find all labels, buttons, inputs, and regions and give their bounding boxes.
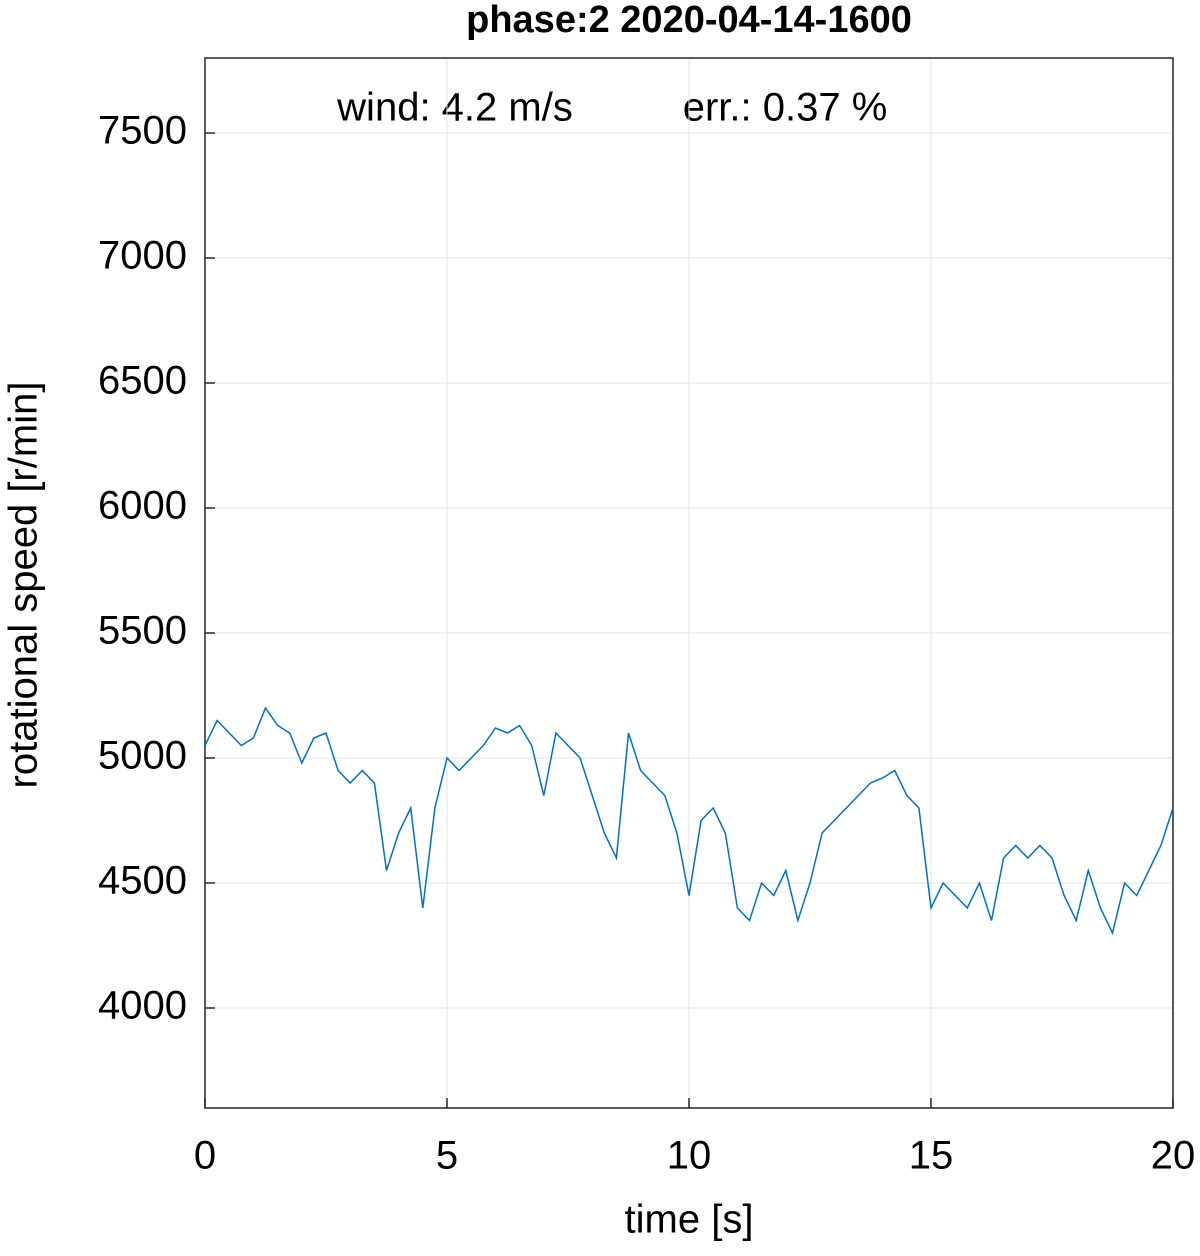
y-tick-label: 4000	[98, 984, 187, 1028]
plot-frame	[204, 57, 1174, 1109]
y-tick-label: 6500	[98, 359, 187, 403]
chart-title: phase:2 2020-04-14-1600	[466, 0, 912, 41]
annotation: err.: 0.37 %	[683, 86, 888, 130]
x-tick-label: 10	[667, 1134, 712, 1178]
y-tick-label: 7500	[98, 109, 187, 153]
y-tick-label: 6000	[98, 484, 187, 528]
y-tick-label: 7000	[98, 234, 187, 278]
x-tick-label: 15	[909, 1134, 954, 1178]
data-line	[204, 706, 1174, 936]
y-tick-label: 5500	[98, 609, 187, 653]
y-axis-label: rotational speed [r/min]	[2, 382, 46, 789]
y-tick-label: 5000	[98, 734, 187, 778]
annotation: wind: 4.2 m/s	[336, 86, 573, 130]
x-tick-label: 20	[1151, 1134, 1196, 1178]
y-tick-label: 4500	[98, 859, 187, 903]
x-tick-label: 0	[194, 1134, 216, 1178]
x-axis-label: time [s]	[625, 1198, 754, 1242]
x-tick-label: 5	[436, 1134, 458, 1178]
